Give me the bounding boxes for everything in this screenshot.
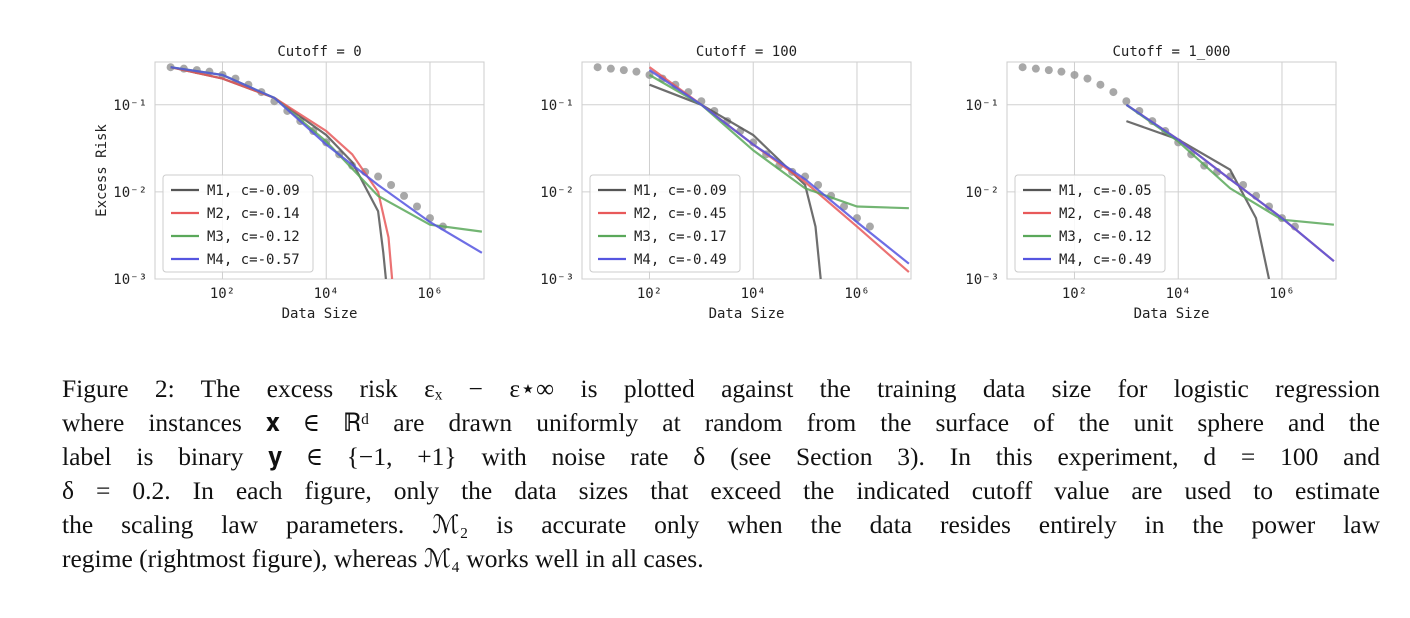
x-tick-label: 10⁶ <box>417 286 442 302</box>
caption-line: label is binary 𝐲 ∈ {−1, +1} with noise … <box>62 442 1380 471</box>
data-point <box>593 63 602 72</box>
data-point <box>1018 63 1027 72</box>
legend-label: M2, c=-0.14 <box>207 206 300 222</box>
y-tick-label: 10⁻³ <box>965 272 999 288</box>
legend-box <box>589 174 741 273</box>
caption-line: δ = 0.2. In each figure, only the data s… <box>62 476 1380 505</box>
y-tick-label: 10⁻¹ <box>113 98 147 114</box>
data-point <box>1122 97 1131 106</box>
x-tick-label: 10² <box>1062 286 1087 302</box>
y-tick-label: 10⁻³ <box>113 272 147 288</box>
x-axis-label: Data Size <box>709 306 785 322</box>
legend-label: M2, c=-0.45 <box>634 206 727 222</box>
data-point <box>1265 202 1274 211</box>
caption-line: Figure 2: The excess risk εₓ − ε⋆∞ is pl… <box>62 374 1380 403</box>
legend-label: M4, c=-0.49 <box>634 252 727 268</box>
legend-label: M2, c=-0.48 <box>1059 206 1152 222</box>
data-point <box>632 67 641 76</box>
legend-label: M3, c=-0.12 <box>207 229 300 245</box>
data-point <box>749 138 758 147</box>
marks <box>593 63 910 279</box>
y-tick-label: 10⁻² <box>965 185 999 201</box>
y-tick-label: 10⁻¹ <box>540 98 574 114</box>
x-tick-label: 10² <box>637 286 662 302</box>
series-line <box>170 66 394 279</box>
series-line <box>649 83 822 279</box>
x-tick-label: 10⁴ <box>1166 286 1191 302</box>
legend-box <box>1014 174 1166 273</box>
figure: 10² 10⁴ 10⁶ 10⁻³ 10⁻² 10⁻¹ Cutoff = 0 Data Size… <box>94 44 1337 322</box>
marks <box>166 63 483 279</box>
data-point <box>1109 88 1118 97</box>
x-tick-label: 10⁴ <box>741 286 766 302</box>
series-line <box>1126 120 1271 279</box>
caption-line: where instances 𝐱 ∈ ℝᵈ are drawn uniform… <box>62 408 1380 437</box>
data-point <box>413 202 422 211</box>
data-point <box>387 181 396 190</box>
data-point <box>400 191 409 200</box>
x-axis-label: Data Size <box>1134 306 1210 322</box>
data-point <box>1070 70 1079 79</box>
data-point <box>1044 66 1053 75</box>
x-tick-label: 10⁶ <box>1269 286 1294 302</box>
series-line <box>170 66 483 254</box>
caption-line: the scaling law parameters. ℳ₂ is accura… <box>62 510 1380 539</box>
y-axis-label: Excess Risk <box>94 124 110 217</box>
y-tick-label: 10⁻² <box>113 185 147 201</box>
chart-title: Cutoff = 100 <box>696 44 797 60</box>
chart-title: Cutoff = 0 <box>277 44 361 60</box>
x-tick-label: 10² <box>210 286 235 302</box>
legend-label: M1, c=-0.09 <box>634 183 727 199</box>
legend-label: M3, c=-0.17 <box>634 229 727 245</box>
y-tick-label: 10⁻³ <box>540 272 574 288</box>
y-tick-label: 10⁻¹ <box>965 98 999 114</box>
legend-label: M1, c=-0.09 <box>207 183 300 199</box>
x-axis-label: Data Size <box>282 306 358 322</box>
data-point <box>1031 64 1040 73</box>
data-point <box>606 64 615 73</box>
legend-label: M4, c=-0.57 <box>207 252 300 268</box>
x-tick-label: 10⁴ <box>314 286 339 302</box>
data-point <box>619 66 628 75</box>
legend-label: M1, c=-0.05 <box>1059 183 1152 199</box>
data-point <box>1096 80 1105 89</box>
series-line <box>648 69 910 265</box>
caption: Figure 2: The excess risk εₓ − ε⋆∞ is pl… <box>62 372 1380 576</box>
legend-box <box>162 174 314 273</box>
series-line <box>1125 103 1335 263</box>
marks <box>1018 63 1335 279</box>
data-point <box>865 222 874 231</box>
legend-label: M4, c=-0.49 <box>1059 252 1152 268</box>
chart-title: Cutoff = 1_000 <box>1112 44 1230 60</box>
data-point <box>1083 74 1092 83</box>
legend-label: M3, c=-0.12 <box>1059 229 1152 245</box>
caption-line: regime (rightmost figure), whereas ℳ₄ wo… <box>62 544 704 573</box>
x-tick-label: 10⁶ <box>844 286 869 302</box>
y-tick-label: 10⁻² <box>540 185 574 201</box>
data-point <box>1057 67 1066 76</box>
data-point <box>374 172 383 181</box>
